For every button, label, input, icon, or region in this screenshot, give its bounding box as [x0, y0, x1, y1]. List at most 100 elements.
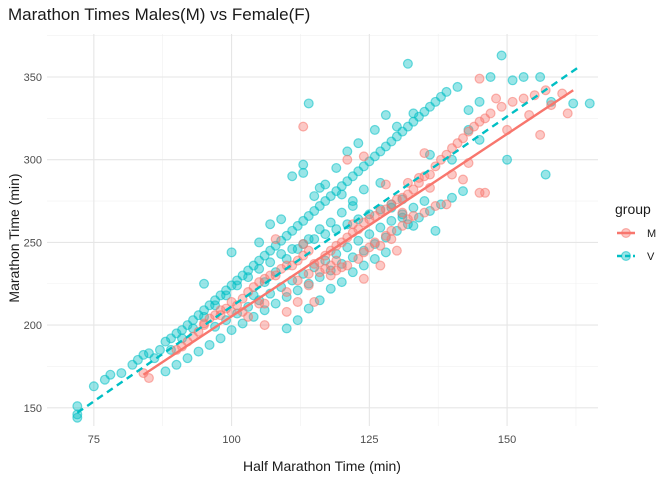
- x-tick-label: 150: [498, 434, 516, 446]
- legend-key-point: [620, 228, 631, 239]
- data-point-M: [364, 214, 375, 225]
- data-point-V: [419, 196, 430, 207]
- data-point-M: [402, 214, 413, 225]
- data-point-V: [276, 214, 287, 225]
- data-point-V: [199, 278, 210, 289]
- data-point-M: [358, 273, 369, 284]
- data-point-V: [336, 258, 347, 269]
- data-point-V: [507, 75, 518, 86]
- data-point-M: [474, 187, 485, 198]
- data-point-V: [408, 202, 419, 213]
- data-point-M: [419, 207, 430, 218]
- legend-title: group: [615, 201, 651, 217]
- data-point-V: [369, 124, 380, 135]
- data-point-V: [287, 171, 298, 182]
- data-point-V: [265, 257, 276, 268]
- data-point-V: [270, 298, 281, 309]
- data-point-M: [485, 108, 496, 119]
- data-point-V: [430, 225, 441, 236]
- data-point-M: [303, 245, 314, 256]
- data-point-M: [358, 151, 369, 162]
- data-point-M: [397, 207, 408, 218]
- data-point-V: [347, 252, 358, 263]
- data-point-V: [281, 323, 292, 334]
- data-point-V: [314, 224, 325, 235]
- legend-items: MV: [616, 223, 656, 266]
- data-point-V: [160, 336, 171, 347]
- data-point-M: [535, 129, 546, 140]
- data-point-M: [331, 255, 342, 266]
- data-point-M: [386, 234, 397, 245]
- data-point-M: [491, 93, 502, 104]
- data-point-V: [441, 86, 452, 97]
- data-point-V: [226, 325, 237, 336]
- data-point-V: [402, 58, 413, 69]
- data-point-V: [369, 253, 380, 264]
- trend-line-V: [76, 66, 580, 414]
- x-axis-title: Half Marathon Time (min): [243, 458, 401, 474]
- data-point-M: [375, 240, 386, 251]
- data-point-M: [419, 148, 430, 159]
- data-point-V: [364, 229, 375, 240]
- data-point-V: [336, 277, 347, 288]
- data-point-M: [281, 306, 292, 317]
- data-point-M: [480, 187, 491, 198]
- data-point-V: [303, 98, 314, 109]
- data-point-V: [518, 72, 529, 83]
- data-point-V: [171, 359, 182, 370]
- data-point-M: [309, 296, 320, 307]
- data-point-M: [298, 239, 309, 250]
- y-tick-label: 350: [24, 72, 42, 84]
- data-point-M: [226, 296, 237, 307]
- data-point-V: [116, 368, 127, 379]
- data-point-V: [232, 280, 243, 291]
- data-point-V: [88, 381, 99, 392]
- data-point-V: [254, 237, 265, 248]
- data-point-M: [303, 268, 314, 279]
- data-point-M: [342, 154, 353, 165]
- y-tick-label: 250: [24, 237, 42, 249]
- data-point-V: [325, 283, 336, 294]
- data-point-V: [292, 315, 303, 326]
- x-tick-label: 75: [88, 434, 100, 446]
- data-point-V: [353, 138, 364, 149]
- tick-labels: 75 100 125 150 150 200 250 300 350: [24, 72, 517, 446]
- data-point-V: [243, 272, 254, 283]
- data-point-V: [502, 154, 513, 165]
- data-point-V: [408, 220, 419, 231]
- data-point-M: [474, 116, 485, 127]
- data-point-V: [226, 247, 237, 258]
- trend-line-M: [142, 89, 574, 376]
- chart-title: Marathon Times Males(M) vs Female(F): [8, 5, 310, 24]
- data-point-V: [298, 167, 309, 178]
- data-point-M: [562, 108, 573, 119]
- data-point-M: [496, 101, 507, 112]
- legend-label: M: [647, 228, 656, 240]
- data-point-M: [143, 373, 154, 384]
- data-point-M: [314, 267, 325, 278]
- data-point-M: [259, 320, 270, 331]
- data-point-V: [265, 219, 276, 230]
- data-point-V: [496, 50, 507, 61]
- data-point-M: [518, 93, 529, 104]
- data-point-V: [408, 108, 419, 119]
- data-point-V: [535, 72, 546, 83]
- data-point-M: [292, 296, 303, 307]
- data-point-M: [430, 201, 441, 212]
- data-point-M: [408, 184, 419, 195]
- data-point-M: [391, 194, 402, 205]
- data-point-V: [182, 353, 193, 364]
- data-point-M: [331, 265, 342, 276]
- data-point-M: [336, 262, 347, 273]
- data-point-V: [309, 234, 320, 245]
- data-point-M: [303, 280, 314, 291]
- data-point-V: [105, 369, 116, 380]
- data-point-M: [419, 171, 430, 182]
- y-tick-label: 200: [24, 320, 42, 332]
- y-tick-label: 150: [24, 403, 42, 415]
- data-point-V: [298, 159, 309, 170]
- data-point-V: [386, 215, 397, 226]
- data-point-V: [584, 98, 595, 109]
- legend-key-point: [620, 251, 631, 262]
- data-point-M: [358, 217, 369, 228]
